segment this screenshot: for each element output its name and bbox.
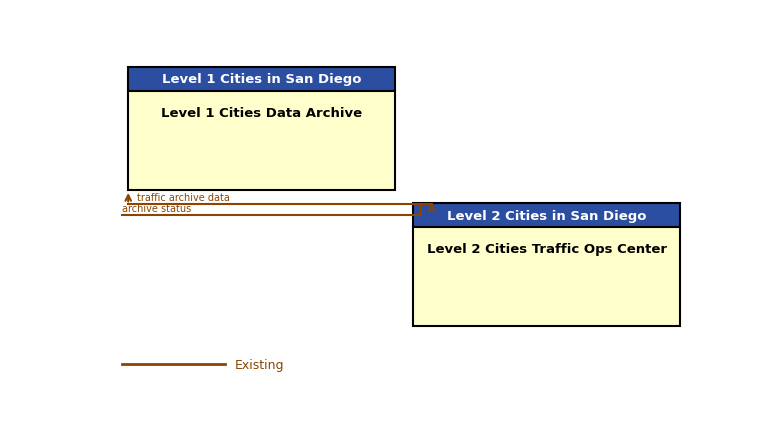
Bar — [413, 227, 680, 326]
Text: traffic archive data: traffic archive data — [137, 192, 230, 202]
Bar — [413, 204, 680, 227]
Bar — [128, 68, 395, 92]
Text: Level 1 Cities Data Archive: Level 1 Cities Data Archive — [161, 107, 363, 120]
Text: Existing: Existing — [234, 358, 284, 371]
Text: archive status: archive status — [122, 203, 191, 214]
Text: Level 2 Cities Traffic Ops Center: Level 2 Cities Traffic Ops Center — [427, 243, 667, 255]
Bar — [413, 204, 680, 326]
Text: Level 2 Cities in San Diego: Level 2 Cities in San Diego — [447, 209, 647, 222]
Text: Level 1 Cities in San Diego: Level 1 Cities in San Diego — [162, 73, 362, 86]
Bar — [128, 92, 395, 190]
Bar — [128, 68, 395, 190]
